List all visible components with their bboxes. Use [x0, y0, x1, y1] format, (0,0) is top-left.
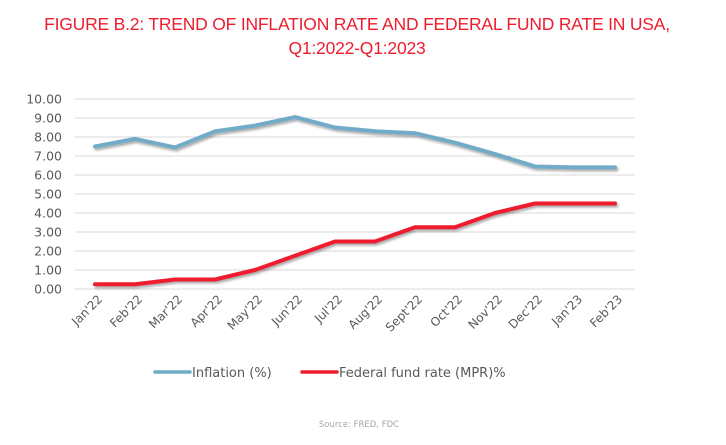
y-tick-label: 9.00 — [34, 111, 62, 126]
y-axis-ticks: 0.00 1.00 2.00 3.00 4.00 5.00 6.00 7.00 8.00 9.00… — [26, 92, 62, 297]
x-tick-label: Mar'22 — [146, 292, 185, 331]
y-tick-label: 7.00 — [34, 149, 62, 164]
x-tick-label: Jul'22 — [311, 292, 345, 326]
chart-title: FIGURE B.2: TREND OF INFLATION RATE AND … — [44, 14, 670, 34]
y-tick-label: 1.00 — [34, 263, 62, 278]
series-line-inflation — [93, 115, 617, 170]
y-tick-label: 2.00 — [34, 244, 62, 259]
x-tick-label: Dec'22 — [506, 292, 545, 331]
x-tick-label: Jun'22 — [268, 292, 305, 329]
source-note: Source: FRED, FDC — [319, 420, 399, 430]
y-tick-label: 10.00 — [26, 92, 62, 107]
legend: Inflation (%) Federal fund rate (MPR)% — [153, 366, 506, 381]
x-tick-label: Nov'22 — [466, 292, 506, 332]
x-tick-label: Jan'23 — [548, 292, 585, 329]
y-tick-label: 6.00 — [34, 168, 62, 183]
y-tick-label: 8.00 — [34, 130, 62, 145]
series-lines — [93, 115, 617, 287]
x-tick-label: Feb'23 — [587, 292, 625, 330]
x-tick-label: Apr'22 — [187, 292, 225, 330]
y-tick-label: 5.00 — [34, 187, 62, 202]
x-tick-label: Sept'22 — [383, 292, 425, 334]
y-tick-label: 4.00 — [34, 206, 62, 221]
x-tick-label: May'22 — [225, 292, 266, 333]
x-axis-ticks: Jan'22 Feb'22 Mar'22 Apr'22 May'22 Jun'22 Jul'… — [68, 292, 625, 334]
gridlines — [75, 98, 635, 290]
legend-label: Inflation (%) — [192, 366, 272, 381]
y-tick-label: 3.00 — [34, 225, 62, 240]
legend-label: Federal fund rate (MPR)% — [339, 366, 506, 381]
chart-subtitle: Q1:2022-Q1:2023 — [288, 38, 426, 58]
series-line-federal-fund-rate — [93, 201, 617, 287]
x-tick-label: Feb'22 — [107, 292, 145, 330]
x-tick-label: Aug'22 — [346, 292, 386, 332]
x-tick-label: Jan'22 — [68, 292, 105, 329]
x-tick-label: Oct'22 — [427, 292, 465, 330]
y-tick-label: 0.00 — [34, 282, 62, 297]
